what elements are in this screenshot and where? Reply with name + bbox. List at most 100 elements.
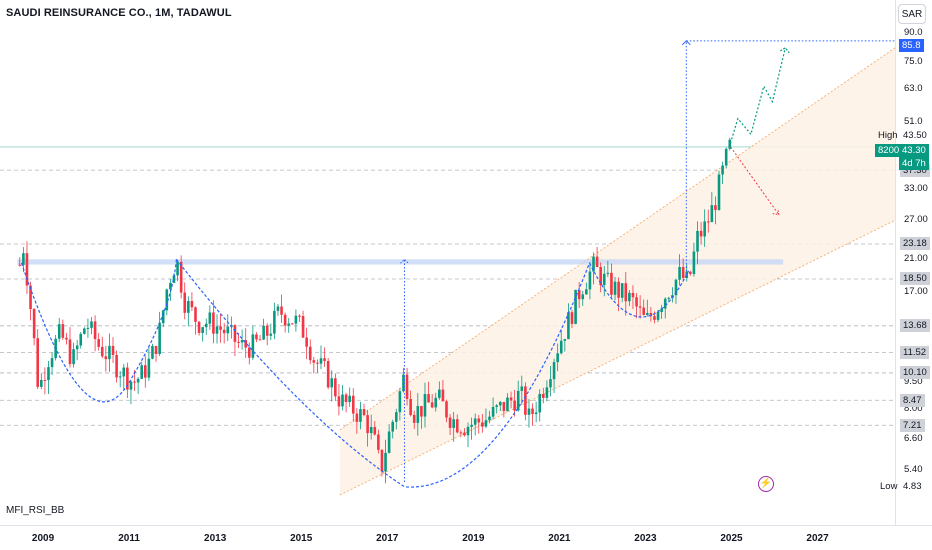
candle-body — [441, 389, 445, 402]
price-level-badge: 7.21 — [900, 418, 925, 432]
candle-body — [118, 376, 122, 378]
candle-body — [405, 374, 409, 399]
candle-body — [176, 261, 179, 276]
candle-body — [237, 341, 240, 343]
candle-body — [187, 300, 190, 313]
candle-body — [305, 337, 308, 347]
time-tick-label: 2015 — [290, 533, 313, 544]
measured-move-arrow — [400, 258, 409, 264]
channel-fill — [339, 47, 896, 496]
resistance-zone — [17, 259, 784, 265]
candle-body — [86, 327, 90, 329]
candle-body — [373, 427, 377, 435]
candle-body — [341, 394, 344, 407]
candle-body — [233, 325, 237, 342]
candle-body — [620, 283, 624, 298]
time-tick-label: 2023 — [634, 533, 657, 544]
candle-body — [72, 349, 75, 365]
candle-body — [689, 271, 692, 274]
target-price-badge: 85.8 — [899, 39, 924, 52]
chart-title: SAUDI REINSURANCE CO., 1M, TADAWUL — [6, 7, 232, 19]
candle-body — [330, 378, 334, 388]
candle-body — [606, 272, 610, 274]
candle-body — [50, 358, 54, 368]
candle-body — [498, 402, 502, 406]
candle-body — [542, 393, 545, 398]
candle-body — [61, 324, 65, 338]
candle-body — [369, 427, 373, 434]
price-tick-label: 8.00 — [904, 403, 923, 415]
candle-body — [635, 297, 638, 307]
candle-body — [100, 346, 104, 357]
candle-body — [165, 289, 169, 311]
candle-body — [588, 271, 592, 290]
x-axis-divider — [0, 525, 932, 526]
price-tick-label: 33.00 — [904, 183, 928, 195]
price-tick-label: 21.00 — [904, 253, 928, 265]
candle-body — [122, 367, 126, 377]
candle-body — [226, 326, 230, 334]
candle-body — [291, 323, 294, 325]
candle-body — [208, 312, 212, 324]
candle-body — [599, 266, 602, 286]
price-tick-label: 9.50 — [904, 376, 923, 388]
price-level-badge: 18.50 — [900, 272, 930, 286]
candle-body — [617, 281, 620, 298]
candle-body — [36, 338, 40, 387]
candle-body — [427, 394, 430, 403]
candle-body — [416, 406, 420, 423]
candle-body — [466, 426, 470, 436]
low-value: 4.83 — [903, 481, 922, 492]
candle-body — [79, 333, 83, 346]
candle-body — [97, 339, 100, 347]
price-level-badge: 11.52 — [900, 346, 930, 359]
candle-body — [294, 315, 298, 324]
candle-body — [624, 283, 628, 302]
price-tick-label: 5.40 — [904, 464, 923, 476]
candle-body — [423, 394, 427, 417]
time-tick-label: 2009 — [31, 533, 55, 544]
candle-body — [65, 337, 68, 340]
indicator-label[interactable]: MFI_RSI_BB — [6, 505, 65, 516]
candle-body — [538, 393, 542, 413]
candle-body — [194, 307, 197, 322]
candle-body — [348, 395, 351, 403]
handle-curve — [588, 262, 690, 318]
candle-body — [645, 312, 649, 315]
low-label: Low — [880, 481, 898, 492]
candle-body — [710, 205, 714, 223]
candle-body — [577, 289, 581, 300]
candle-body — [269, 333, 273, 336]
price-tick-label: 75.0 — [904, 55, 923, 67]
last-price-badge: 43.30 — [899, 144, 929, 157]
candle-body — [563, 339, 567, 341]
candle-body — [574, 289, 577, 324]
lightning-icon[interactable]: ⚡ — [758, 476, 774, 492]
candle-body — [40, 379, 43, 387]
candle-body — [133, 381, 136, 383]
candle-body — [161, 310, 165, 324]
candle-body — [83, 328, 86, 334]
currency-button[interactable]: SAR — [898, 4, 926, 24]
time-axis[interactable]: 2009 2011 2013 2015 2017 2019 2021 2023 2025 2027 — [0, 526, 895, 550]
candle-body — [527, 408, 531, 415]
candle-body — [129, 381, 133, 390]
candles — [18, 137, 732, 484]
price-level-badge: 23.18 — [900, 237, 930, 251]
candle-body — [481, 422, 484, 427]
price-axis[interactable]: 90.0 75.0 63.0 51.0 33.00 27.00 21.00 17.00 9.50… — [895, 0, 932, 525]
price-tick-label: 63.0 — [904, 82, 923, 94]
candle-body — [147, 358, 151, 378]
candle-body — [326, 360, 330, 388]
candle-body — [387, 431, 391, 453]
candle-body — [75, 345, 79, 350]
candle-body — [201, 327, 204, 333]
candle-body — [656, 312, 660, 320]
candle-body — [430, 402, 434, 408]
candle-body — [559, 340, 563, 354]
candle-body — [380, 449, 384, 472]
candle-body — [484, 420, 488, 427]
candle-body — [384, 452, 387, 472]
time-tick-label: 2021 — [548, 533, 571, 544]
